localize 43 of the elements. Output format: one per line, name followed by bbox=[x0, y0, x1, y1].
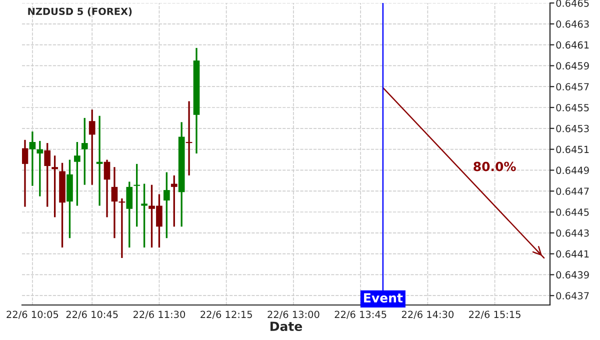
candlestick bbox=[74, 141, 80, 207]
x-tick-label: 22/6 10:45 bbox=[66, 310, 118, 319]
annotation: 80.0% bbox=[474, 162, 516, 172]
y-tick-label: 0.6461 bbox=[556, 41, 589, 49]
y-tick-label: 0.6443 bbox=[556, 229, 589, 237]
candlestick bbox=[170, 174, 178, 228]
y-tick-label: 0.6437 bbox=[556, 292, 589, 300]
candlestick bbox=[36, 140, 44, 198]
x-tick-label: 22/6 12:15 bbox=[200, 310, 252, 319]
y-tick-label: 0.6447 bbox=[556, 188, 589, 195]
y-tick-label: 0.6451 bbox=[556, 146, 589, 154]
y-tick-label: 0.6463 bbox=[556, 20, 589, 28]
y-tick-label: 0.6453 bbox=[556, 124, 589, 132]
candlestick bbox=[141, 182, 148, 248]
x-tick-label: 22/6 11:30 bbox=[133, 310, 186, 319]
y-tick-label: 0.6457 bbox=[556, 83, 589, 90]
candlestick bbox=[22, 139, 28, 208]
y-tick-label: 0.6439 bbox=[556, 271, 589, 279]
y-tick-label: 0.6459 bbox=[556, 62, 589, 70]
x-tick-label: 22/6 13:00 bbox=[268, 310, 320, 319]
candlestick bbox=[118, 198, 126, 259]
candlestick bbox=[164, 171, 170, 239]
candlestick bbox=[104, 158, 110, 218]
x-tick-label: 22/6 14:30 bbox=[402, 310, 454, 319]
candlestick bbox=[88, 108, 96, 186]
x-tick-label: 22/6 10:05 bbox=[6, 310, 58, 319]
chart-title: NZDUSD 5 (FOREX) bbox=[28, 8, 132, 16]
y-tick-label: 0.6445 bbox=[556, 208, 589, 216]
x-tick-label: 22/6 15:15 bbox=[469, 310, 520, 319]
candlestick bbox=[81, 117, 88, 186]
candlestick bbox=[44, 142, 51, 208]
x-axis-title: Date bbox=[270, 322, 302, 332]
candlestick bbox=[134, 163, 140, 228]
candlestick bbox=[111, 166, 118, 239]
y-tick-label: 0.6449 bbox=[556, 166, 589, 174]
candlestick bbox=[29, 130, 36, 187]
candlestick bbox=[126, 180, 133, 248]
y-tick-label: 0.6455 bbox=[556, 104, 589, 112]
y-tick-label: 0.6441 bbox=[556, 250, 589, 258]
candlestick bbox=[52, 154, 58, 218]
x-tick-label: 22/6 13:45 bbox=[334, 310, 386, 319]
ref-line-label: Event bbox=[364, 293, 403, 303]
candlestick bbox=[186, 100, 192, 176]
